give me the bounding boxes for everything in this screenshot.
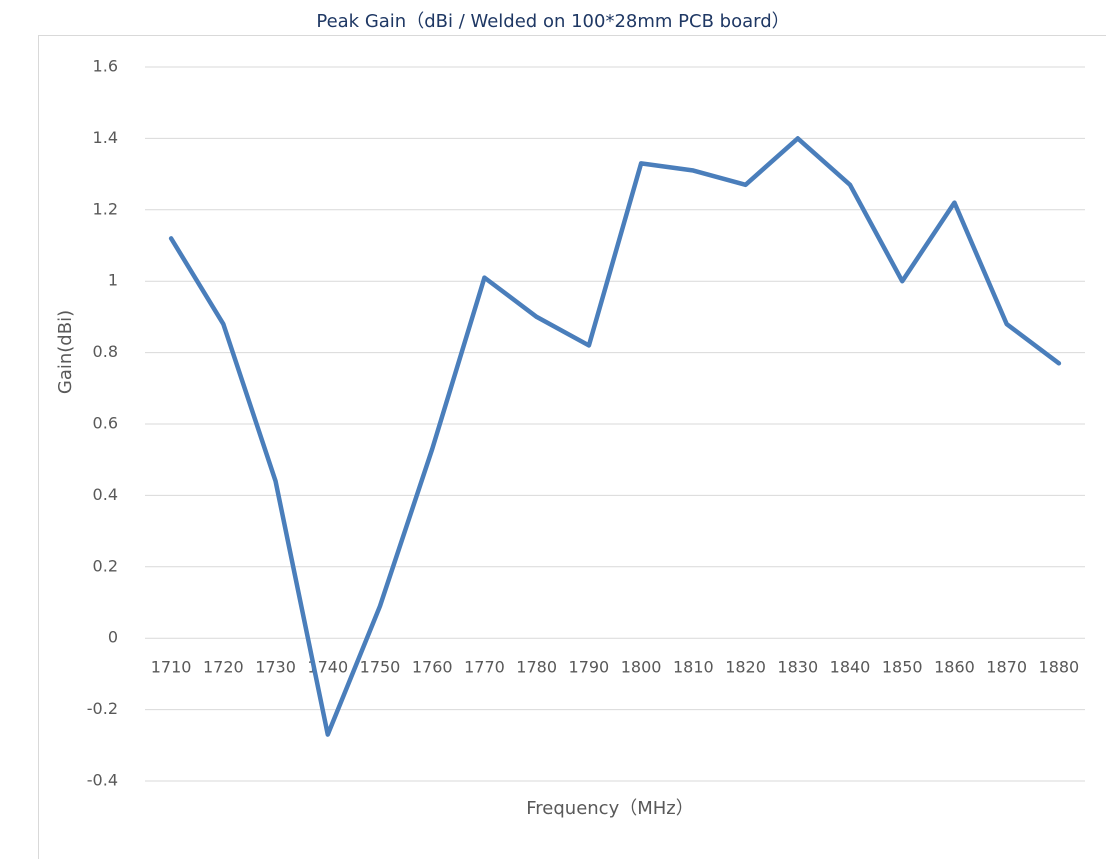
chart-frame	[38, 35, 1106, 859]
x-tick-label: 1740	[307, 658, 348, 677]
x-tick-label: 1870	[986, 658, 1027, 677]
y-tick-label: 0.8	[93, 342, 118, 361]
x-tick-label: 1760	[412, 658, 453, 677]
x-tick-label: 1860	[934, 658, 975, 677]
x-tick-label: 1780	[516, 658, 557, 677]
x-tick-label: 1730	[255, 658, 296, 677]
x-tick-label: 1850	[882, 658, 923, 677]
x-tick-label: 1880	[1039, 658, 1080, 677]
x-tick-label: 1710	[151, 658, 192, 677]
x-tick-label: 1820	[725, 658, 766, 677]
y-tick-label: 0.2	[93, 556, 118, 575]
x-tick-label: 1840	[830, 658, 871, 677]
x-tick-label: 1830	[777, 658, 818, 677]
x-tick-label: 1770	[464, 658, 505, 677]
y-tick-label: 1	[108, 271, 118, 290]
y-tick-label: 0.4	[93, 485, 118, 504]
y-tick-label: 0	[108, 628, 118, 647]
x-tick-label: 1810	[673, 658, 714, 677]
x-tick-label: 1790	[569, 658, 610, 677]
y-tick-label: 1.6	[93, 57, 118, 76]
y-tick-label: -0.2	[87, 699, 118, 718]
x-tick-label: 1800	[621, 658, 662, 677]
x-tick-label: 1720	[203, 658, 244, 677]
y-tick-label: 1.4	[93, 128, 118, 147]
y-tick-label: 0.6	[93, 414, 118, 433]
data-line	[168, 136, 1062, 737]
x-axis-title: Frequency（MHz）	[526, 798, 694, 819]
y-tick-label: -0.4	[87, 771, 118, 790]
x-tick-label: 1750	[360, 658, 401, 677]
y-axis-title: Gain(dBi)	[55, 310, 76, 394]
y-tick-label: 1.2	[93, 199, 118, 218]
chart-title: Peak Gain（dBi / Welded on 100*28mm PCB b…	[316, 11, 789, 32]
